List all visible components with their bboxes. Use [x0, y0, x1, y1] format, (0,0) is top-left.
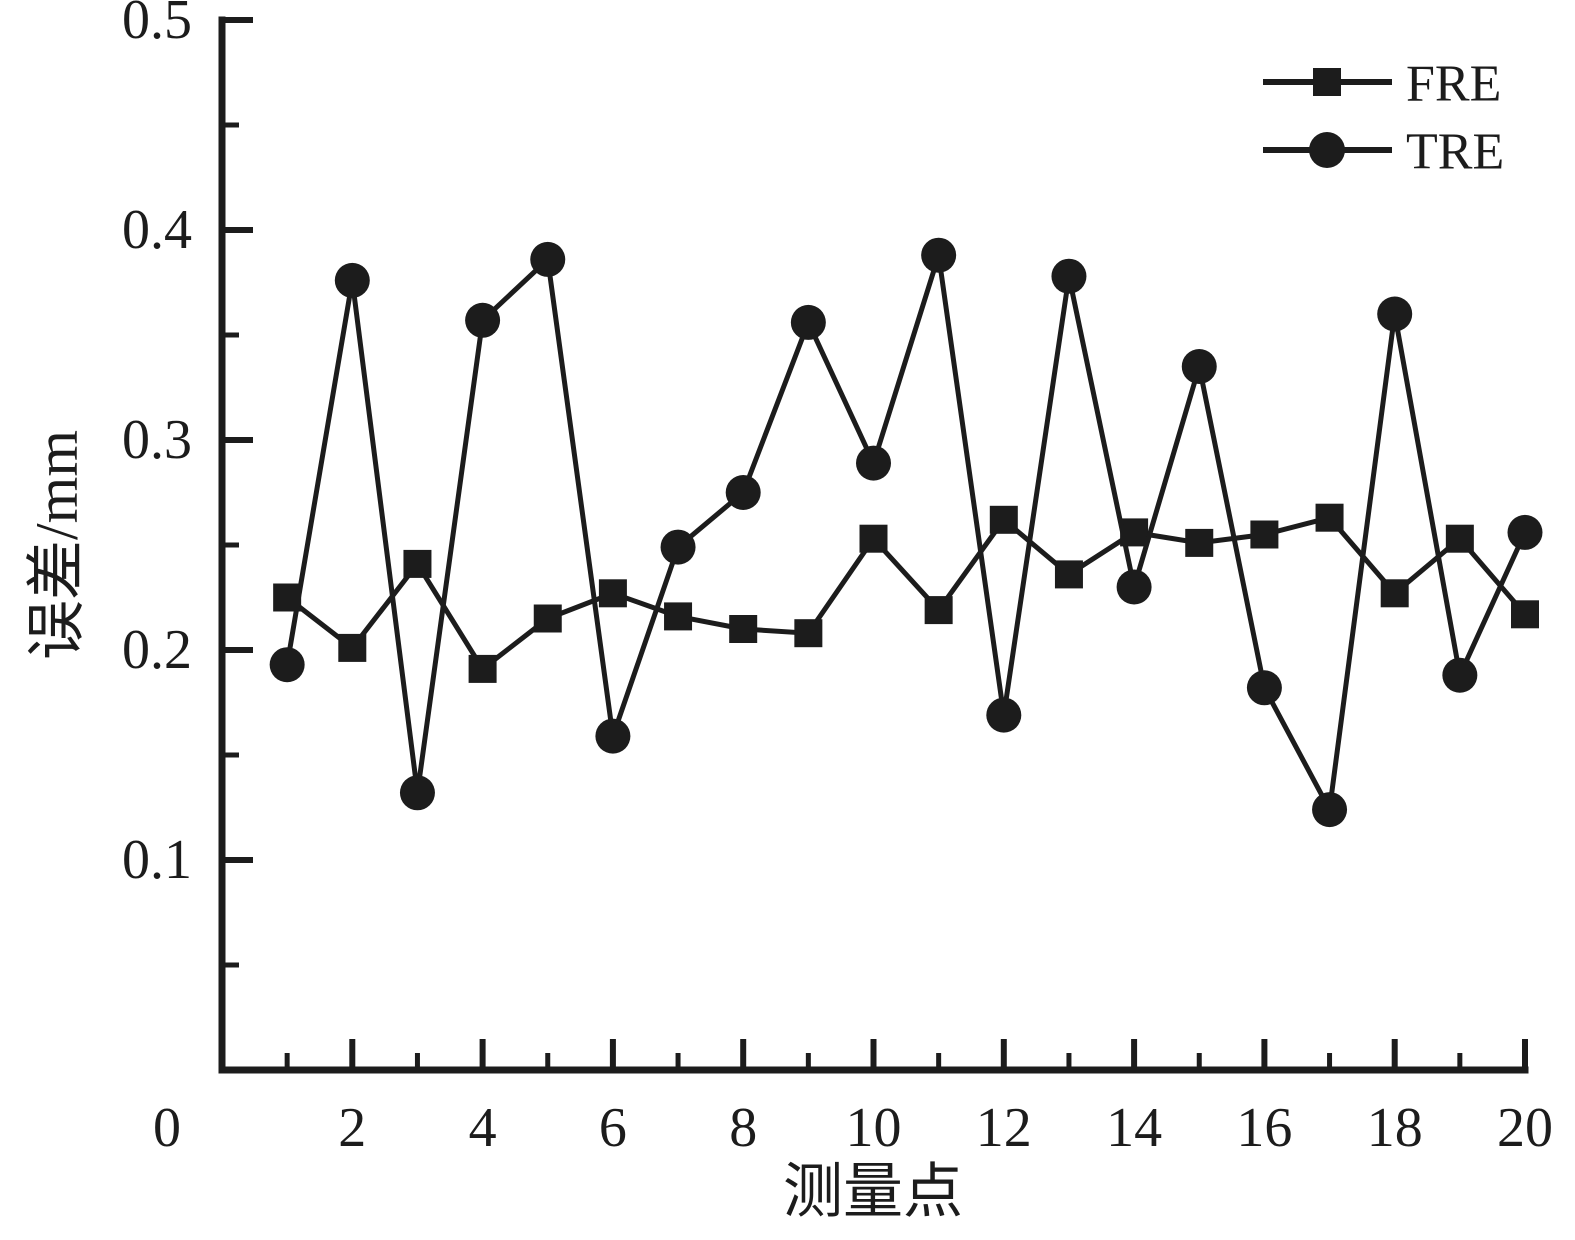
x-tick-label: 20 [1497, 1097, 1553, 1159]
fre-marker [1511, 600, 1539, 629]
legend-label-fre: FRE [1406, 56, 1501, 113]
y-tick-label: 0.4 [122, 199, 192, 261]
x-tick-label: 12 [976, 1097, 1032, 1159]
y-tick-label: 0.2 [122, 619, 192, 681]
legend-item-fre: FRE [1263, 56, 1501, 113]
tre-marker [660, 529, 696, 565]
fre-marker [1315, 503, 1344, 532]
tre-marker [790, 304, 826, 340]
legend-circle-marker-icon [1309, 132, 1345, 168]
origin-tick-label: 0 [153, 1097, 181, 1159]
fre-marker [989, 505, 1018, 534]
fre-marker [729, 615, 758, 643]
tre-marker [1312, 792, 1348, 828]
tre-marker [595, 718, 631, 754]
plot-area: 0.1 0.2 0.3 0.4 0.5 2 4 6 8 10 12 14 16 18 20 0 [122, 0, 1553, 1159]
fre-marker [1250, 520, 1279, 549]
y-tick-label: 0.3 [122, 409, 192, 471]
fre-marker [794, 619, 823, 648]
fre-marker [338, 633, 367, 662]
x-tick-label: 16 [1236, 1097, 1292, 1159]
tre-marker [921, 237, 957, 273]
tre-marker [986, 697, 1022, 733]
x-tick-label: 14 [1106, 1097, 1162, 1159]
fre-marker [598, 579, 627, 608]
y-axis-title: 误差/mm [24, 430, 90, 660]
tre-marker [269, 647, 305, 683]
tre-marker [465, 302, 501, 338]
fre-marker [468, 654, 497, 683]
legend-label-tre: TRE [1406, 124, 1504, 181]
tre-marker [1442, 657, 1478, 693]
fre-marker [664, 602, 693, 631]
fre-line [285, 514, 1527, 673]
y-tick-label: 0.5 [122, 0, 192, 51]
tre-marker [725, 475, 761, 510]
tre-marker [399, 775, 435, 811]
tre-marker [334, 262, 370, 298]
legend-item-tre: TRE [1263, 124, 1504, 181]
x-tick-label: 8 [729, 1097, 757, 1159]
x-tick-label: 2 [338, 1097, 366, 1159]
fre-marker [533, 604, 562, 633]
x-axis-title: 测量点 [783, 1159, 963, 1225]
x-tick-label: 18 [1367, 1097, 1423, 1159]
tre-marker [856, 445, 891, 481]
tre-marker [1507, 514, 1543, 550]
y-tick-label: 0.1 [122, 829, 192, 891]
tre-marker [530, 241, 566, 277]
tre-marker [1181, 349, 1217, 384]
x-tick-label: 4 [469, 1097, 497, 1159]
legend-square-marker-icon [1313, 68, 1341, 96]
fre-marker [403, 549, 432, 578]
legend: FRE TRE [1263, 56, 1504, 181]
x-tick-label: 10 [846, 1097, 902, 1159]
tre-marker [1377, 296, 1413, 332]
tre-marker [1051, 258, 1087, 294]
fre-marker [924, 596, 953, 625]
fre-marker [1054, 560, 1083, 589]
fre-marker [859, 524, 888, 553]
fre-marker [1185, 528, 1214, 557]
fre-marker [1380, 579, 1409, 608]
tre-marker [1116, 569, 1152, 605]
x-tick-label: 6 [599, 1097, 627, 1159]
fre-marker [1445, 524, 1474, 553]
tre-marker [1246, 670, 1282, 706]
